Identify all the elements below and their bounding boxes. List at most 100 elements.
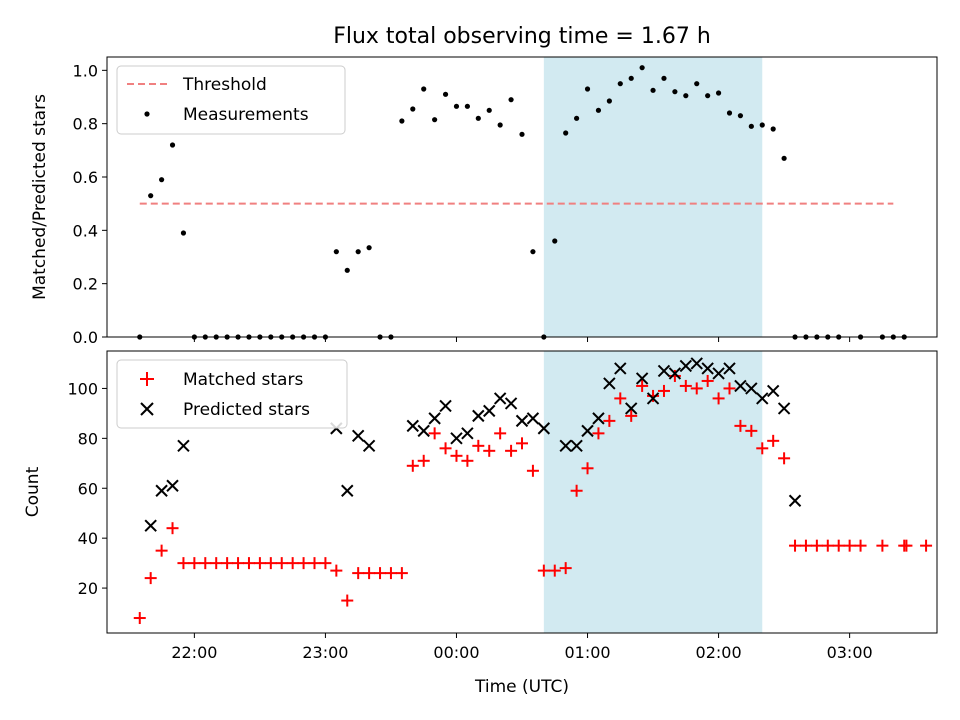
measurement-point [628,75,634,81]
measurement-point [661,75,667,81]
matched-star-point [363,567,376,580]
matched-star-point [406,459,419,472]
matched-star-point [341,594,354,607]
top-ytick-label: 0.8 [73,115,98,134]
xtick-label: 02:00 [696,643,742,662]
matched-star-point [177,557,190,570]
matched-star-point [461,454,474,467]
measurement-point [159,177,165,183]
top-y-axis-label: Matched/Predicted stars [30,94,50,300]
predicted-star-point [777,402,791,415]
predicted-star-point [428,412,441,425]
measurement-point [715,90,722,96]
xtick-label: 03:00 [827,643,873,662]
predicted-star-point [756,392,769,405]
measurement-point [508,97,514,103]
predicted-legend-swatch [140,402,154,416]
predicted-star-point [635,372,649,385]
xtick-label: 23:00 [302,643,348,662]
predicted-star-point [526,412,540,425]
predicted-star-point [406,419,419,433]
matched-star-point [712,392,725,405]
predicted-star-point [745,382,758,395]
predicted-star-point [362,439,376,453]
measurement-point [399,118,405,124]
xtick-label: 22:00 [171,643,217,662]
measurement-point [421,86,427,92]
predicted-star-point [472,409,485,423]
measurement-point [530,249,536,255]
measurement-point [344,267,350,273]
top-panel: 0.0 0.2 0.4 0.6 0.8 1.0 Matched/Predicted sta… [30,56,938,347]
predicted-star-point [439,399,452,413]
top-ytick-label: 0.6 [73,168,98,187]
matched-star-point [614,392,627,405]
matched-star-point [701,374,714,387]
measurement-point [683,93,689,99]
matched-star-point [668,369,681,382]
measurement-point [497,122,503,128]
matched-star-point [679,379,692,392]
measurement-point [726,110,733,116]
predicted-star-point [483,404,496,418]
measurement-point [606,98,612,104]
matched-star-point [843,539,856,552]
matched-star-point [657,384,670,397]
matched-star-point [821,539,834,552]
measurement-point [781,155,787,161]
predicted-star-point [723,362,736,375]
predicted-star-point [679,359,693,373]
top-legend-box [116,65,346,135]
matched-star-point [242,557,255,570]
predicted-star-point [155,484,168,497]
xtick-label: 01:00 [564,643,610,662]
matched-star-point [690,382,703,395]
threshold-legend-label: Threshold [182,75,267,95]
matched-star-point [330,564,343,577]
matched-star-point [920,539,933,552]
predicted-star-point [581,424,594,438]
predicted-star-point [351,429,365,443]
matched-star-point [286,557,299,570]
measurement-point [442,91,449,97]
measurement-point [759,122,765,128]
measurement-point [486,107,492,113]
bottom-ytick-label: 40 [78,529,98,548]
matched-star-point [166,522,179,535]
matched-star-point [810,539,823,552]
matched-star-point [297,557,310,570]
measurement-point [584,86,591,92]
matched-star-point [876,539,889,552]
measurement-point [410,106,416,112]
predicted-star-point [504,397,518,410]
predicted-star-point [341,484,354,497]
measurement-point [432,117,438,123]
matched-star-point [210,557,223,570]
measurement-point [748,123,754,129]
top-shaded-span [543,57,763,337]
matched-star-point [439,442,452,455]
matched-star-point [308,557,321,570]
measurement-point [464,103,470,109]
matched-star-point [559,562,572,575]
predicted-star-point [646,392,660,405]
bottom-axes-frame [106,350,938,634]
predicted-star-point [788,494,802,507]
matched-star-point [625,409,638,422]
measurement-point [355,249,361,255]
matched-star-point [505,444,518,457]
bottom-ytick-label: 60 [78,479,98,498]
bottom-legend: Matched stars Predicted stars [116,359,348,429]
matched-star-point [516,437,528,450]
matched-star-point [199,557,212,570]
measurement-point [519,131,525,137]
matched-star-point [144,572,157,585]
predicted-star-point [734,379,747,393]
matched-star-point [133,612,146,625]
predicted-star-point [417,424,430,438]
matched-star-point [319,557,332,570]
measurement-point [169,142,176,148]
matched-star-point [570,484,583,497]
measurement-point [453,103,460,109]
predicted-star-point [592,412,605,425]
